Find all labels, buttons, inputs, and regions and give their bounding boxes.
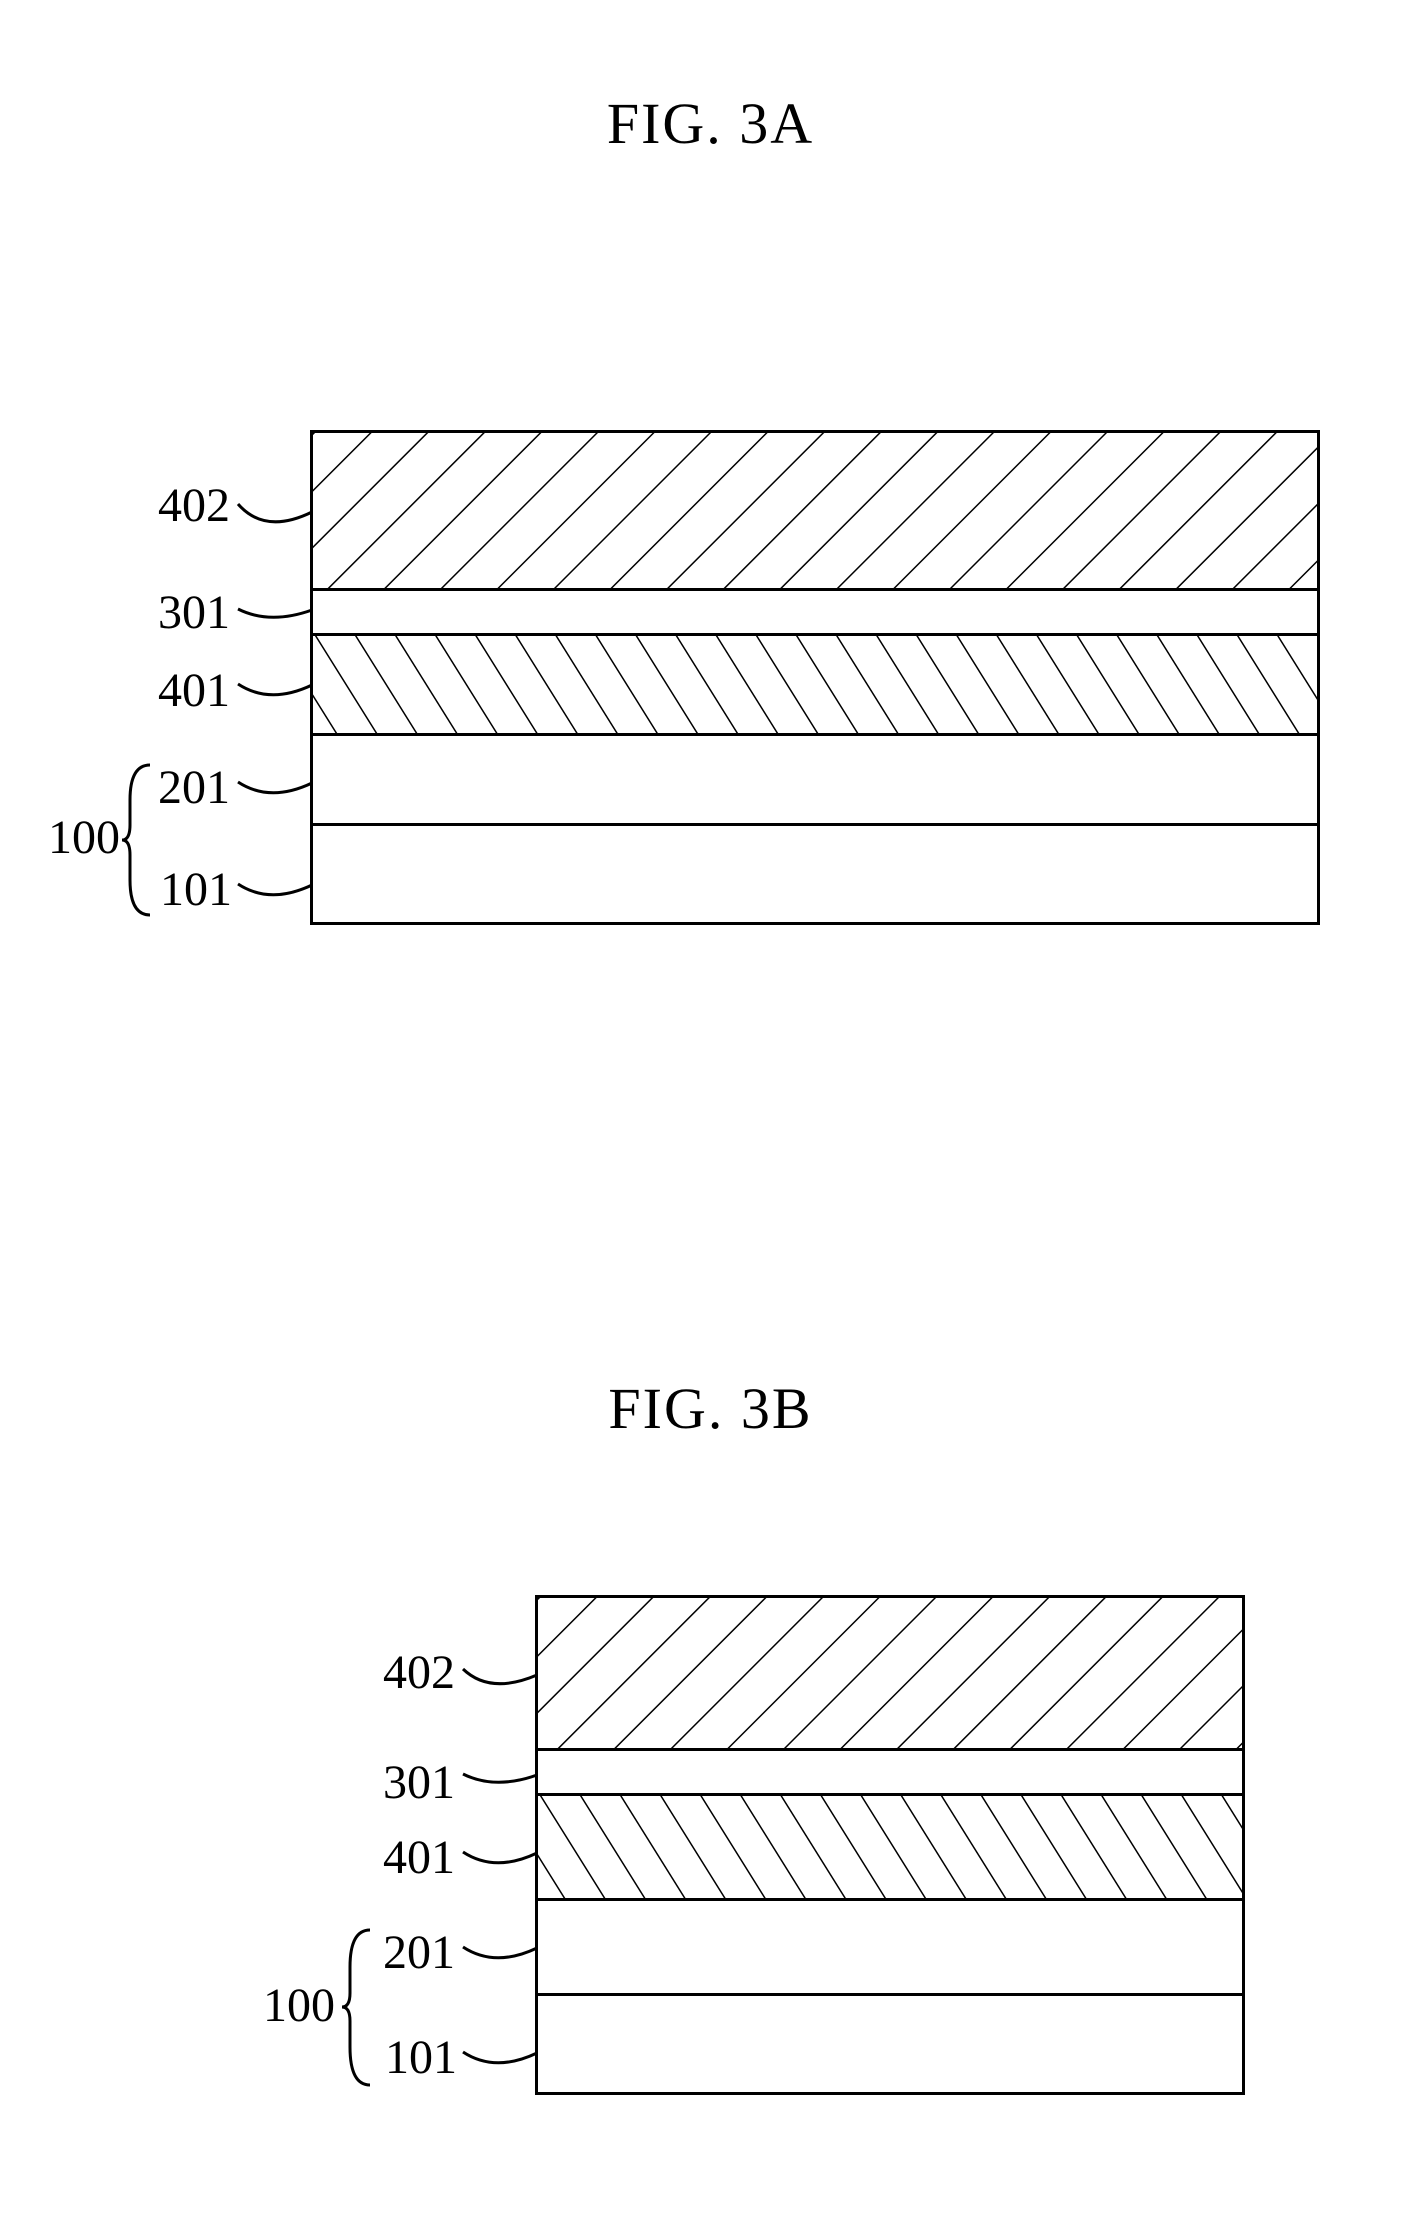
layer-101-b bbox=[538, 1993, 1242, 2098]
layer-402 bbox=[313, 433, 1317, 588]
layer-401-b bbox=[538, 1793, 1242, 1898]
figure-3a-title: FIG. 3A bbox=[0, 90, 1421, 157]
label-100-group: 100 bbox=[40, 810, 120, 865]
layer-402-b bbox=[538, 1598, 1242, 1748]
label-401: 401 bbox=[150, 663, 230, 718]
label-301-b: 301 bbox=[375, 1755, 455, 1810]
leader-201 bbox=[230, 778, 320, 803]
label-402-b: 402 bbox=[365, 1645, 455, 1700]
label-100-group-b: 100 bbox=[255, 1978, 335, 2033]
layer-301 bbox=[313, 588, 1317, 633]
leader-301-b bbox=[455, 1770, 545, 1790]
layer-301-b bbox=[538, 1748, 1242, 1793]
brace-100 bbox=[120, 760, 160, 920]
brace-100-b bbox=[340, 1925, 380, 2090]
label-401-b: 401 bbox=[375, 1830, 455, 1885]
page: FIG. 3A bbox=[0, 0, 1421, 2234]
label-402: 402 bbox=[140, 478, 230, 533]
label-201: 201 bbox=[150, 760, 230, 815]
leader-402-b bbox=[455, 1665, 545, 1695]
label-201-b: 201 bbox=[375, 1925, 455, 1980]
leader-101-b bbox=[455, 2048, 545, 2073]
leader-402 bbox=[230, 500, 320, 530]
layer-201 bbox=[313, 733, 1317, 823]
layer-201-b bbox=[538, 1898, 1242, 1993]
fig-a-layer-stack bbox=[310, 430, 1320, 925]
layer-401 bbox=[313, 633, 1317, 733]
leader-401 bbox=[230, 680, 320, 705]
leader-201-b bbox=[455, 1943, 545, 1968]
leader-401-b bbox=[455, 1848, 545, 1873]
label-101: 101 bbox=[160, 862, 230, 917]
label-101-b: 101 bbox=[385, 2030, 455, 2085]
layer-101 bbox=[313, 823, 1317, 928]
fig-b-layer-stack bbox=[535, 1595, 1245, 2095]
leader-301 bbox=[230, 605, 320, 625]
figure-3b-title: FIG. 3B bbox=[0, 1375, 1421, 1442]
label-301: 301 bbox=[150, 585, 230, 640]
leader-101 bbox=[230, 880, 320, 905]
